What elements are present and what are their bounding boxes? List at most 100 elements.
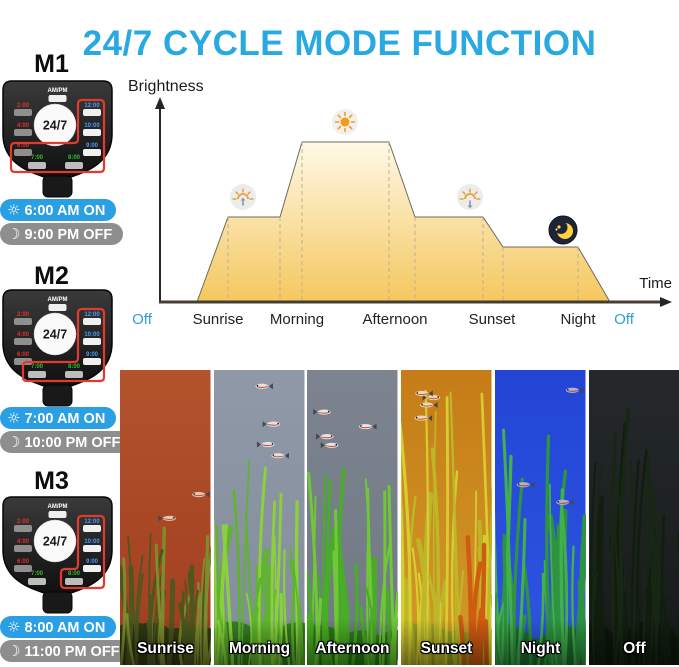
bottom-time-button xyxy=(65,578,83,585)
mode-247-button xyxy=(33,519,77,563)
phase-label-sunrise: Sunrise xyxy=(193,311,244,328)
fish xyxy=(556,499,574,506)
fish-group xyxy=(255,383,289,459)
left-time-label: 6:00 xyxy=(17,143,30,149)
right-time-button xyxy=(83,565,101,572)
left-time-label: 2:00 xyxy=(17,519,30,525)
left-time-button xyxy=(14,109,32,116)
right-time-label: 12:00 xyxy=(84,103,100,109)
off-time-badge: ☽ 11:00 PM OFF xyxy=(0,640,131,662)
on-time-badge: ☼ 8:00 AM ON xyxy=(0,616,117,638)
left-time-label: 4:00 xyxy=(17,123,30,129)
phase-label-off: Off xyxy=(614,311,635,328)
remote-stem xyxy=(42,175,73,198)
aquarium-strip-sunrise: Sunrise xyxy=(120,370,211,665)
remote-stem xyxy=(42,384,73,407)
on-time-badge: ☼ 6:00 AM ON xyxy=(0,199,117,221)
x-axis-arrow xyxy=(660,297,672,307)
right-time-label: 12:00 xyxy=(84,519,100,525)
left-time-label: 6:00 xyxy=(17,352,30,358)
mode-heading-m2: M2 xyxy=(34,262,69,290)
bottom-time-label: 7:00 xyxy=(31,571,44,577)
fish xyxy=(255,383,273,390)
mode-247-label: 24/7 xyxy=(43,535,67,549)
fish xyxy=(316,433,334,440)
brightness-cycle-chart: Brightness Time Off Sunrise Morning Afternoon… xyxy=(120,75,679,345)
sun-icon xyxy=(332,109,358,135)
fish xyxy=(415,390,433,397)
left-time-label: 2:00 xyxy=(17,312,30,318)
sun-icon: ☼ xyxy=(7,618,21,636)
ampm-label: AM/PM xyxy=(48,504,68,510)
bottom-time-label: 8:00 xyxy=(68,155,81,161)
moon-icon: ☽ xyxy=(7,225,21,243)
phase-label-morning: Morning xyxy=(270,311,324,328)
fish xyxy=(359,423,377,430)
phase-label-afternoon: Afternoon xyxy=(362,311,427,328)
ampm-button xyxy=(48,95,67,102)
fish xyxy=(192,491,210,498)
aquarium-strip-night: Night xyxy=(495,370,586,665)
aquarium-strip-morning: Morning xyxy=(214,370,305,665)
fish xyxy=(422,394,441,401)
moon-icon: ☽ xyxy=(7,642,21,660)
left-time-label: 4:00 xyxy=(17,539,30,545)
sunset-icon xyxy=(457,184,483,210)
moon-icon: ☽ xyxy=(7,433,21,451)
left-time-label: 6:00 xyxy=(17,559,30,565)
brightness-area xyxy=(196,141,611,303)
right-time-button xyxy=(83,318,101,325)
aquarium-strip-afternoon: Afternoon xyxy=(307,370,398,665)
bottom-time-label: 7:00 xyxy=(31,155,44,161)
remote-control-m3: AM/PM 2:00 4:00 6:00 12:00 10:00 9:00 7:00 8:00 2… xyxy=(1,495,114,615)
bottom-time-button xyxy=(28,371,46,378)
aquarium-gallery: Sunrise Morning Afternoon Sunset Night Off xyxy=(120,370,679,665)
fish xyxy=(313,409,331,416)
fish xyxy=(414,415,433,422)
off-time-badge: ☽ 9:00 PM OFF xyxy=(0,223,124,245)
right-time-button xyxy=(83,358,101,365)
fish xyxy=(158,515,176,522)
remote-control-m2: AM/PM 2:00 4:00 6:00 12:00 10:00 9:00 7:00 8:00 2… xyxy=(1,288,114,408)
sun-icon: ☼ xyxy=(7,201,21,219)
page-title: 24/7 CYCLE MODE FUNCTION xyxy=(82,24,597,64)
right-time-button xyxy=(83,338,101,345)
bottom-time-label: 8:00 xyxy=(68,364,81,370)
on-time-badge: ☼ 7:00 AM ON xyxy=(0,407,117,429)
right-time-label: 9:00 xyxy=(86,143,99,149)
left-time-button xyxy=(14,338,32,345)
fish xyxy=(516,481,535,488)
right-time-button xyxy=(83,109,101,116)
off-time-badge: ☽ 10:00 PM OFF xyxy=(0,431,132,453)
phase-label-off: Off xyxy=(132,311,153,328)
left-time-button xyxy=(14,525,32,532)
strip-label: Afternoon xyxy=(315,640,390,657)
phase-label-sunset: Sunset xyxy=(469,311,517,328)
left-time-button xyxy=(14,149,32,156)
right-time-button xyxy=(83,545,101,552)
right-time-label: 10:00 xyxy=(84,539,100,545)
cycle-highlight-outline xyxy=(59,514,106,590)
fish-group xyxy=(158,491,210,522)
mode-247-button xyxy=(33,312,77,356)
aquarium-strip-off: Off xyxy=(589,370,679,665)
sunrise-icon xyxy=(230,184,256,210)
right-time-label: 12:00 xyxy=(84,312,100,318)
bottom-time-button xyxy=(28,162,46,169)
moon-icon xyxy=(548,215,578,245)
mode-247-label: 24/7 xyxy=(43,119,67,133)
ampm-button xyxy=(48,511,67,518)
right-time-label: 10:00 xyxy=(84,123,100,129)
fish xyxy=(320,442,339,449)
bottom-time-button xyxy=(28,578,46,585)
right-time-button xyxy=(83,525,101,532)
remote-control-m1: AM/PM 2:00 4:00 6:00 12:00 10:00 9:00 7:00 8:00 2… xyxy=(1,79,114,199)
bottom-time-button xyxy=(65,371,83,378)
strip-label: Sunrise xyxy=(137,640,194,657)
cycle-highlight-outline xyxy=(9,98,106,174)
left-time-label: 4:00 xyxy=(17,332,30,338)
strip-label: Off xyxy=(623,640,646,657)
strip-label: Night xyxy=(520,640,561,657)
right-time-label: 9:00 xyxy=(86,352,99,358)
